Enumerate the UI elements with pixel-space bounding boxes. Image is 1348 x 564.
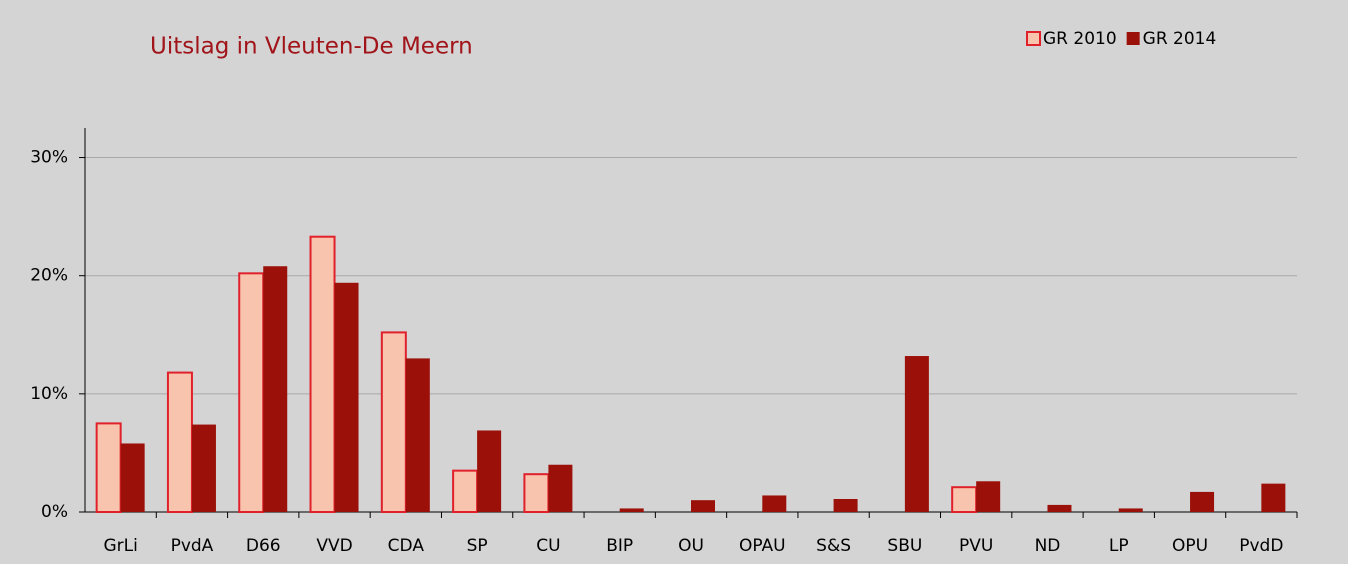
bar (380, 331, 407, 513)
y-tick-label: 0% (41, 502, 68, 522)
y-tick-label: 30% (30, 148, 68, 168)
bar (477, 430, 502, 512)
bar (523, 473, 550, 513)
x-tick-label: VVD (316, 536, 352, 556)
y-tick-label: 20% (30, 266, 68, 286)
x-tick-label: SBU (887, 536, 922, 556)
bar (833, 499, 858, 512)
bar (238, 272, 265, 513)
x-tick-label: OU (678, 536, 704, 556)
bar (263, 266, 288, 512)
x-tick-label: LP (1109, 536, 1129, 556)
legend-label: GR 2014 (1143, 29, 1217, 49)
bar (762, 495, 787, 512)
bar (191, 424, 216, 512)
bar (405, 358, 430, 512)
bar (1047, 504, 1072, 512)
bar (548, 464, 573, 512)
x-tick-label: S&S (816, 536, 851, 556)
x-tick-label: OPU (1172, 536, 1208, 556)
bar (1261, 483, 1286, 512)
x-tick-label: GrLi (103, 536, 137, 556)
x-tick-label: CDA (388, 536, 425, 556)
bar (166, 371, 193, 513)
bar (1190, 491, 1215, 512)
x-tick-label: D66 (246, 536, 281, 556)
bar (951, 486, 978, 513)
x-tick-label: ND (1035, 536, 1061, 556)
x-tick-label: SP (467, 536, 488, 556)
bar (904, 356, 929, 512)
x-tick-label: CU (536, 536, 560, 556)
x-tick-label: PVU (959, 536, 993, 556)
legend-label: GR 2010 (1043, 29, 1117, 49)
chart-title: Uitslag in Vleuten-De Meern (150, 34, 473, 60)
bar (691, 500, 715, 512)
x-tick-label: PvdA (171, 536, 214, 556)
bar (619, 508, 644, 512)
x-tick-label: OPAU (739, 536, 786, 556)
x-tick-label: PvdD (1239, 536, 1283, 556)
bar (120, 443, 145, 512)
bar (95, 422, 122, 513)
bar (1118, 508, 1143, 512)
x-tick-label: BIP (606, 536, 633, 556)
legend-swatch (1026, 31, 1041, 46)
bar (452, 469, 479, 513)
bar (976, 481, 1001, 512)
legend-swatch (1126, 32, 1140, 45)
y-tick-label: 10% (30, 384, 68, 404)
bar (309, 235, 336, 513)
bar (334, 282, 359, 512)
